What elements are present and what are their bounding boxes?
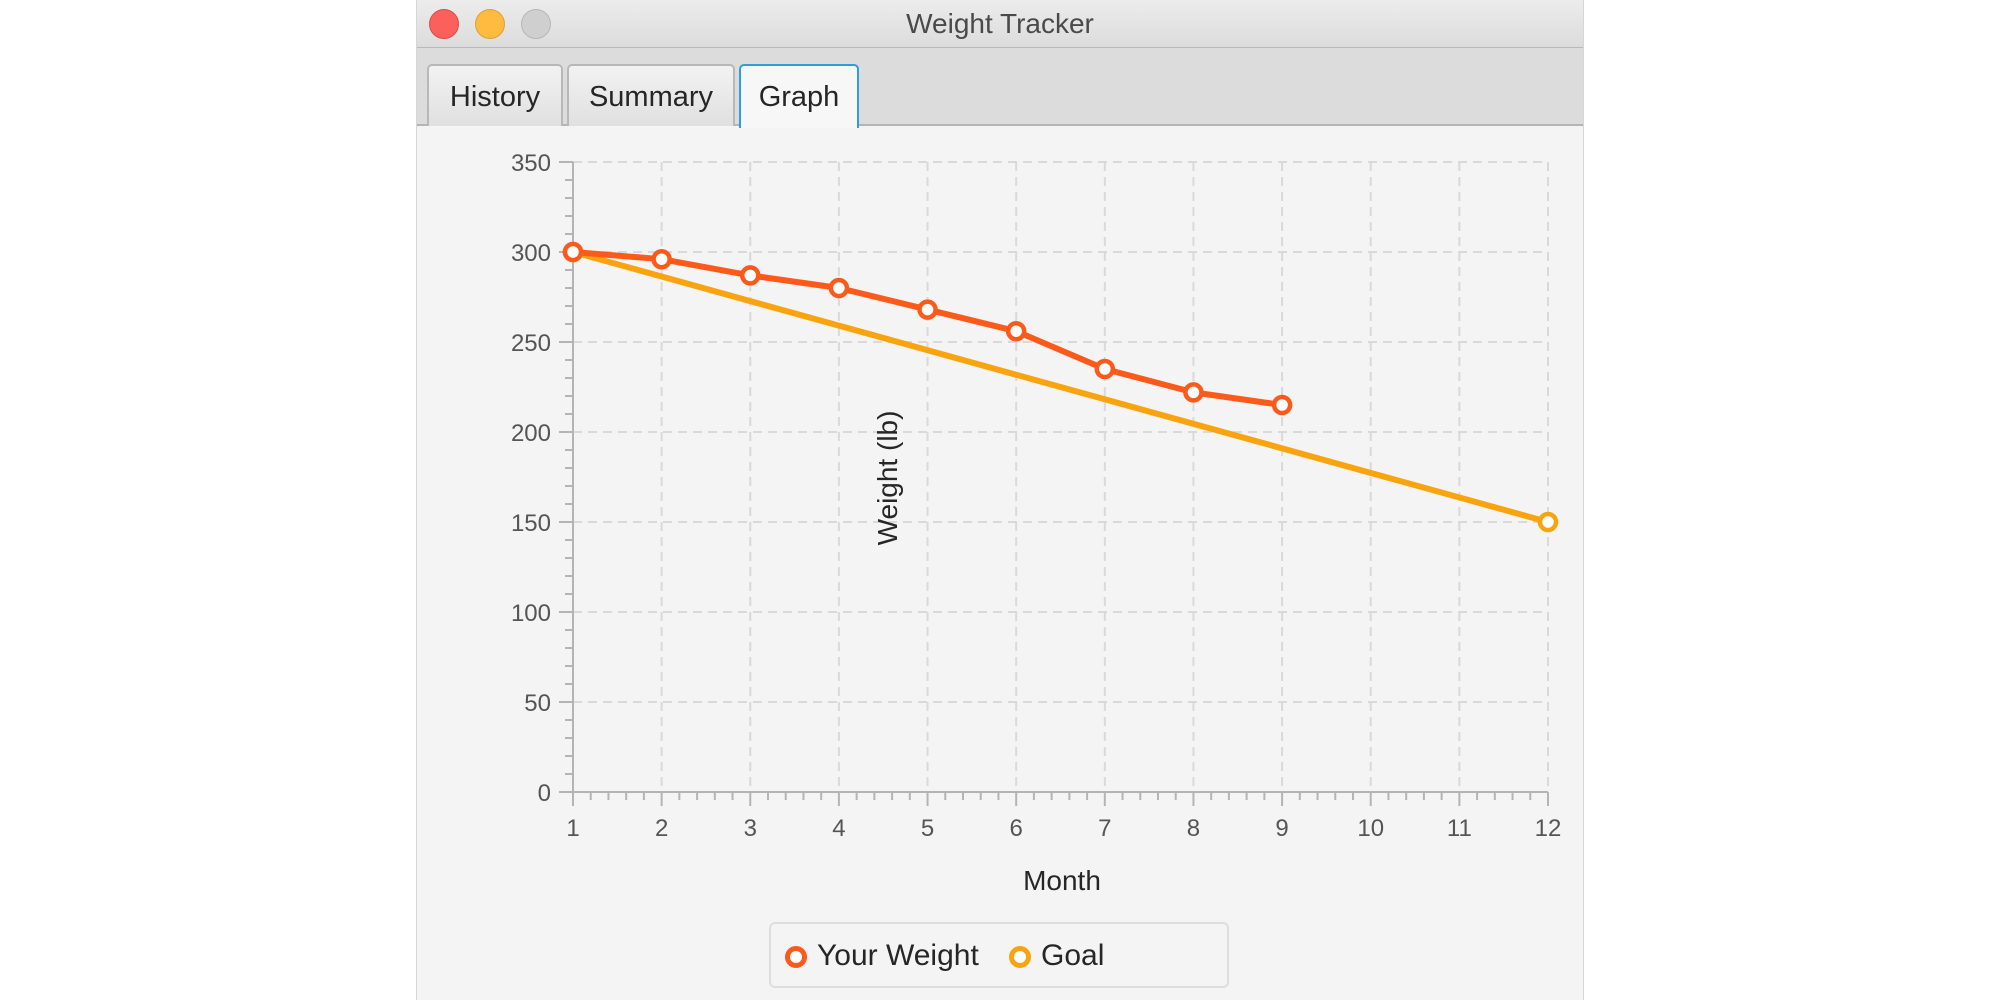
- data-point-your-weight: [562, 241, 584, 263]
- tab-bar: History Summary Graph: [417, 48, 1583, 128]
- chart-legend: Your Weight Goal: [769, 922, 1229, 988]
- title-bar: Weight Tracker: [417, 0, 1583, 48]
- data-point-your-weight: [1271, 394, 1293, 416]
- data-point-your-weight: [1005, 320, 1027, 342]
- x-tick-label: 2: [655, 815, 668, 842]
- data-point-your-weight: [917, 299, 938, 320]
- x-tick-label: 6: [1010, 815, 1023, 842]
- x-tick-label: 10: [1357, 815, 1384, 842]
- x-axis-label: Month: [1023, 865, 1101, 896]
- y-tick-label: 300: [511, 240, 551, 267]
- series-line-goal: [570, 249, 1551, 525]
- legend-label-goal: Goal: [1041, 939, 1105, 972]
- data-point-your-weight: [740, 265, 761, 286]
- legend-symbol-your-weight: [785, 946, 807, 968]
- y-tick-label: 150: [511, 510, 551, 537]
- x-tick-label: 8: [1187, 815, 1200, 842]
- chart-series: [562, 241, 1559, 533]
- x-tick-label: 7: [1098, 815, 1111, 842]
- data-point-your-weight: [651, 248, 672, 270]
- data-point-goal: [1537, 511, 1559, 533]
- data-point-your-weight: [1183, 382, 1204, 403]
- legend-symbol-goal: [1009, 946, 1031, 968]
- x-tick-label: 1: [566, 815, 579, 842]
- legend-label-your-weight: Your Weight: [817, 939, 979, 972]
- maximize-window-button[interactable]: [521, 9, 551, 39]
- y-tick-label: 350: [511, 150, 551, 177]
- x-tick-label: 4: [832, 815, 845, 842]
- chart-grid: [573, 161, 1549, 792]
- tab-history[interactable]: History: [427, 64, 563, 126]
- x-tick-label: 12: [1535, 815, 1562, 842]
- minimize-window-button[interactable]: [475, 9, 505, 39]
- x-tick-label: 3: [744, 815, 757, 842]
- y-tick-label: 100: [511, 600, 551, 627]
- y-tick-label: 200: [511, 420, 551, 447]
- data-point-your-weight: [1094, 358, 1116, 380]
- close-window-button[interactable]: [429, 9, 459, 39]
- window-title: Weight Tracker: [906, 8, 1094, 39]
- x-tick-label: 11: [1447, 815, 1472, 842]
- tab-summary[interactable]: Summary: [567, 64, 735, 126]
- app-window: Weight Tracker History Summary Graph 0 50…: [416, 0, 1584, 1000]
- x-tick-label: 5: [921, 815, 934, 842]
- x-tick-label: 9: [1275, 815, 1288, 842]
- y-tick-label: 250: [511, 330, 551, 357]
- y-axis-label: Weight (lb): [872, 411, 903, 546]
- data-point-your-weight: [828, 277, 850, 299]
- y-tick-label: 0: [538, 780, 551, 807]
- y-tick-label: 50: [524, 690, 551, 717]
- tab-graph[interactable]: Graph: [739, 64, 859, 128]
